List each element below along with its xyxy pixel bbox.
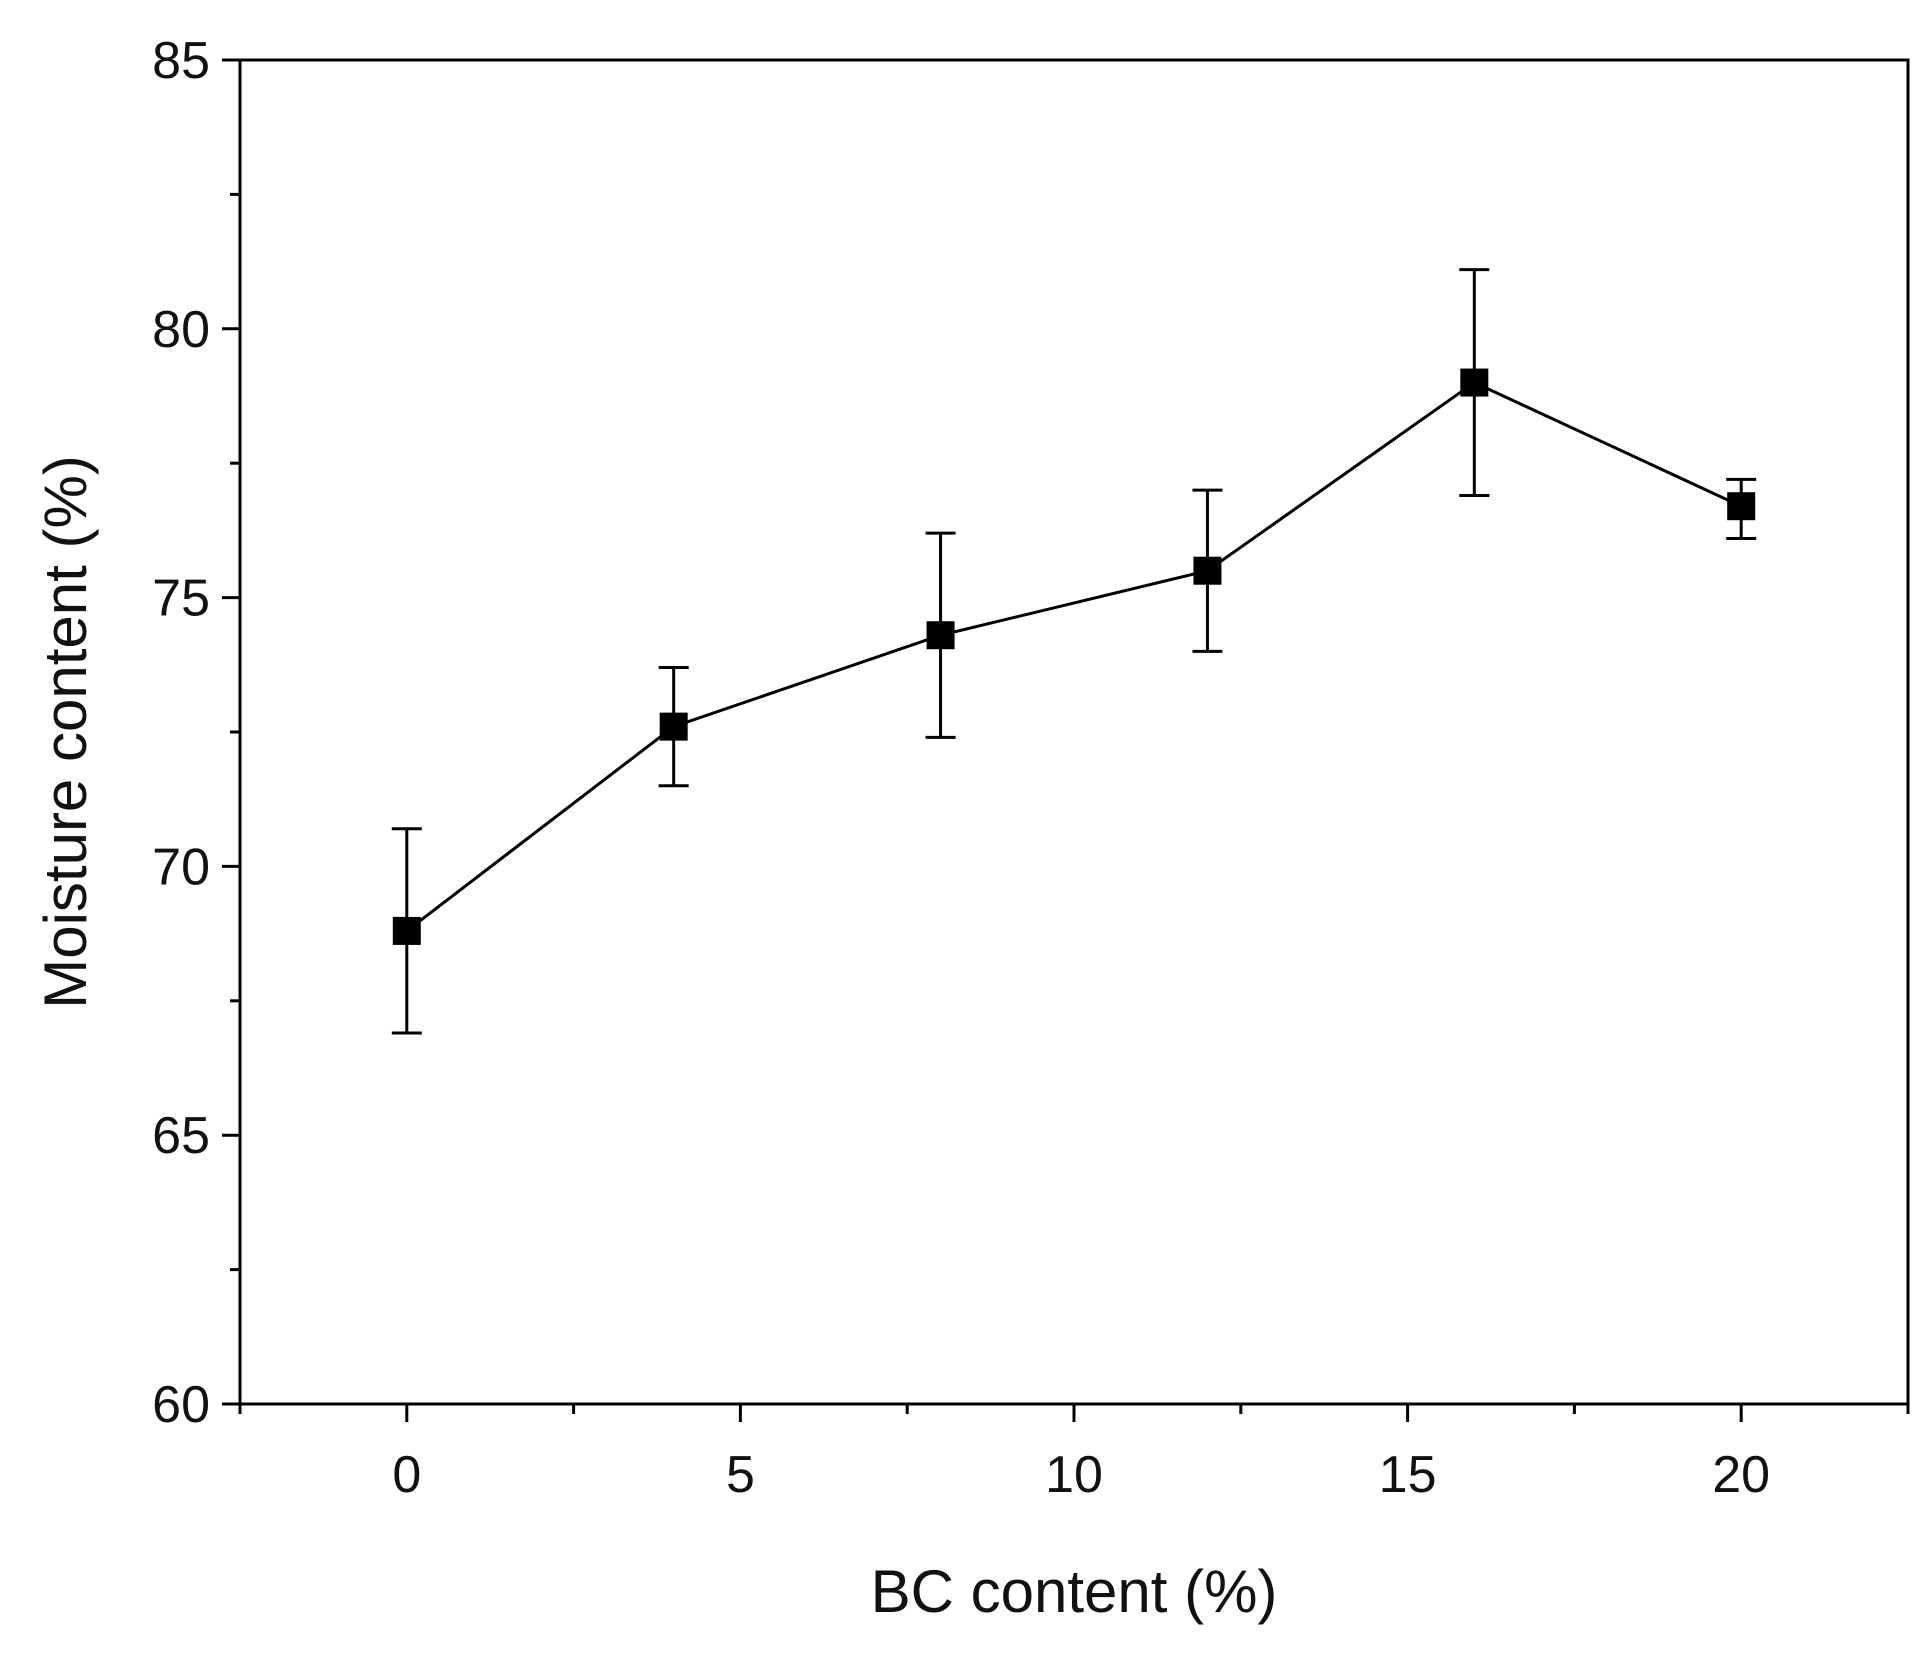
y-axis-title: Moisture content (%) — [32, 455, 99, 1009]
y-tick-label: 75 — [152, 570, 210, 628]
y-tick-label: 60 — [152, 1376, 210, 1434]
x-tick-label: 20 — [1712, 1446, 1770, 1504]
data-point — [1193, 556, 1222, 585]
data-point — [926, 621, 955, 650]
x-tick-label: 10 — [1045, 1446, 1103, 1504]
x-tick-label: 0 — [392, 1446, 421, 1504]
data-point — [1727, 492, 1756, 521]
data-point — [392, 916, 421, 945]
series-line — [405, 380, 1742, 933]
plot-frame-group — [238, 58, 1910, 1406]
x-tick-label: 5 — [726, 1446, 755, 1504]
data-point — [1460, 368, 1489, 397]
y-tick-label: 70 — [152, 838, 210, 896]
y-tick-label: 85 — [152, 32, 210, 90]
y-axis: 60 65 70 75 80 85 — [152, 32, 240, 1434]
data-point — [659, 712, 688, 741]
plot-frame — [238, 58, 1910, 1406]
x-axis-title: BC content (%) — [871, 1558, 1278, 1625]
series-layer — [391, 268, 1757, 1035]
x-axis: 0 5 10 15 20 — [238, 1404, 1910, 1504]
x-tick-label: 15 — [1379, 1446, 1437, 1504]
y-tick-label: 65 — [152, 1107, 210, 1165]
y-tick-label: 80 — [152, 301, 210, 359]
